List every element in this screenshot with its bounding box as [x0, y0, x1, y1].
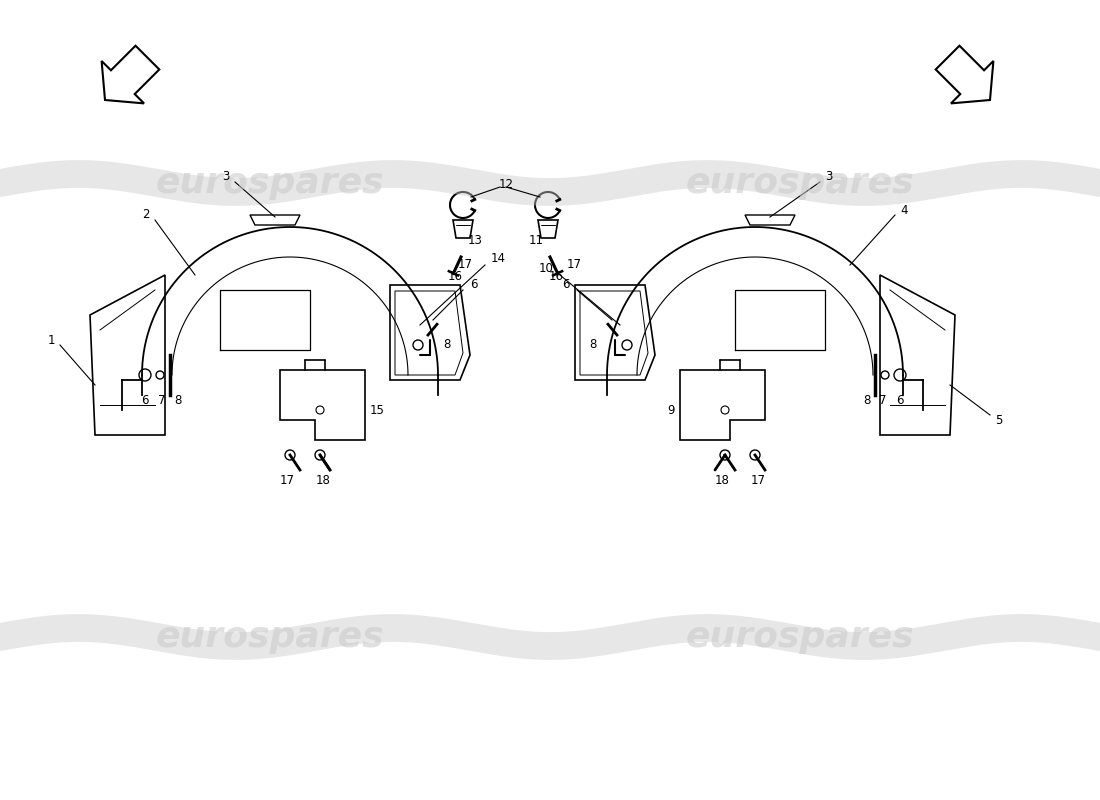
Text: 4: 4	[900, 203, 908, 217]
Text: 8: 8	[443, 338, 450, 351]
Text: 17: 17	[279, 474, 295, 486]
Text: 6: 6	[141, 394, 149, 406]
Text: 13: 13	[468, 234, 483, 246]
Text: 14: 14	[491, 253, 506, 266]
Text: 1: 1	[47, 334, 55, 346]
Text: 16: 16	[549, 270, 563, 283]
Text: 9: 9	[668, 403, 675, 417]
Text: 8: 8	[590, 338, 597, 351]
Text: 6: 6	[470, 278, 477, 291]
Text: 6: 6	[896, 394, 904, 406]
Text: eurospares: eurospares	[685, 620, 914, 654]
Text: 7: 7	[879, 394, 887, 406]
Text: 15: 15	[370, 403, 385, 417]
Text: 8: 8	[174, 394, 182, 406]
Text: eurospares: eurospares	[156, 166, 384, 200]
Text: eurospares: eurospares	[685, 166, 914, 200]
Text: 3: 3	[222, 170, 230, 183]
Text: 7: 7	[158, 394, 166, 406]
Text: 17: 17	[750, 474, 766, 486]
Text: 11: 11	[528, 234, 543, 246]
Text: 2: 2	[143, 209, 150, 222]
Text: 18: 18	[316, 474, 330, 486]
Text: 6: 6	[562, 278, 570, 291]
Text: 17: 17	[566, 258, 582, 271]
Text: 3: 3	[825, 170, 833, 183]
Text: eurospares: eurospares	[156, 620, 384, 654]
Text: 16: 16	[448, 270, 462, 283]
Text: 17: 17	[458, 258, 473, 271]
Text: 10: 10	[539, 262, 554, 275]
Text: 5: 5	[996, 414, 1002, 426]
Text: 12: 12	[498, 178, 514, 191]
Text: 8: 8	[864, 394, 871, 406]
Text: 18: 18	[715, 474, 729, 486]
